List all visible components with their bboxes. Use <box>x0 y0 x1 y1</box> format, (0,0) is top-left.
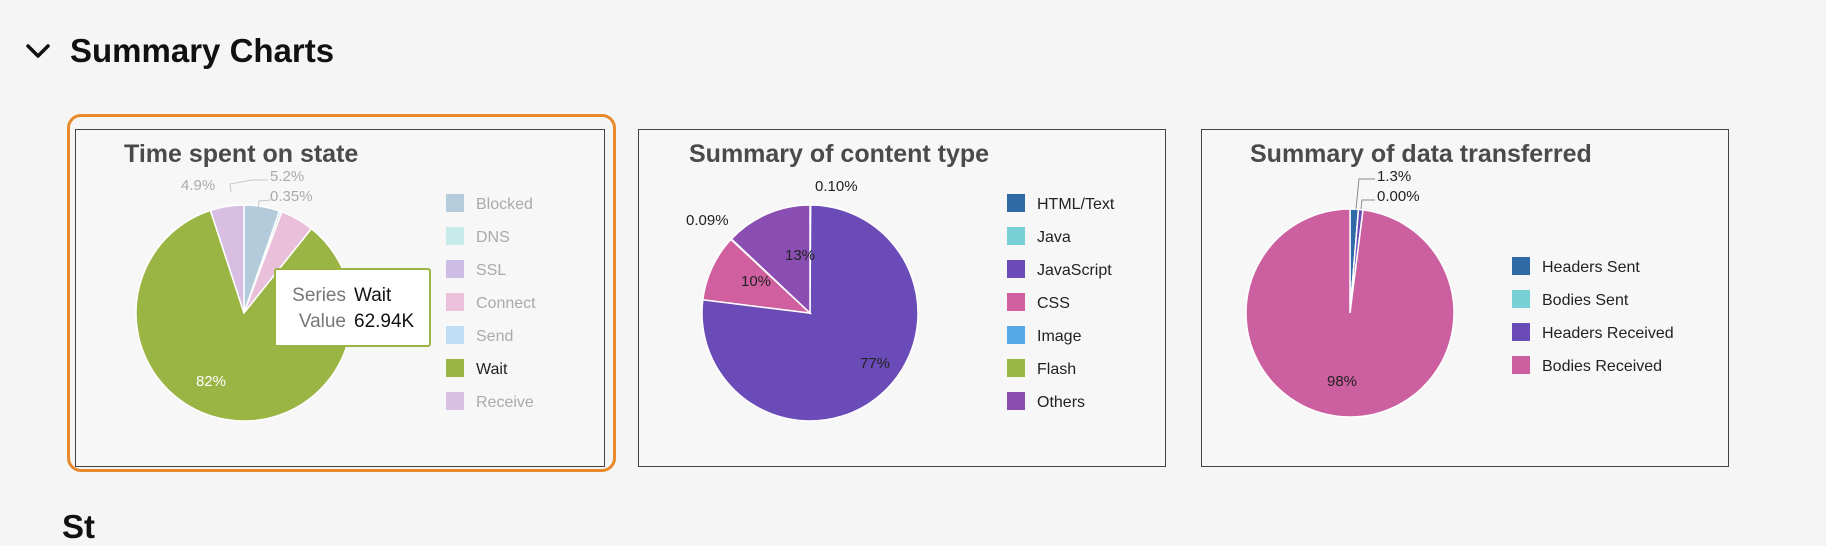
pie-slice-others[interactable] <box>730 204 811 315</box>
next-section-title: St <box>62 508 95 545</box>
chevron-down-icon[interactable] <box>24 37 52 65</box>
data-label-css: 10% <box>741 273 771 290</box>
legend-swatch-send[interactable] <box>446 326 464 344</box>
legend-swatch-receive[interactable] <box>446 392 464 410</box>
label-connector <box>229 179 268 193</box>
tooltip-series-key: Series <box>292 285 346 306</box>
legend-swatch-headers-received[interactable] <box>1512 323 1530 341</box>
data-label-bodies-sent: 0.00% <box>1377 188 1420 205</box>
pie-slice-bodies-received[interactable] <box>1245 208 1455 418</box>
legend-swatch-connect[interactable] <box>446 293 464 311</box>
legend-item-flash[interactable]: Flash <box>1037 361 1076 378</box>
data-label-blocked: 5.2% <box>270 168 304 185</box>
pie-slice-receive[interactable] <box>209 204 245 314</box>
data-label-image: 0.09% <box>686 212 729 229</box>
legend-item-html-text[interactable]: HTML/Text <box>1037 196 1115 213</box>
data-label-javascript: 77% <box>860 355 890 372</box>
chart-title: Summary of data transferred <box>1250 140 1592 168</box>
legend-item-ssl[interactable]: SSL <box>476 262 506 279</box>
legend-swatch-ssl[interactable] <box>446 260 464 278</box>
legend-swatch-html-text[interactable] <box>1007 194 1025 212</box>
chart-tooltip: Series Wait Value 62.94K <box>274 268 431 347</box>
legend-item-bodies-sent[interactable]: Bodies Sent <box>1542 292 1629 309</box>
time-spent-chart[interactable]: Time spent on state 5.2% 0.35% 4.9% 82% Block… <box>75 129 605 467</box>
section-title: Summary Charts <box>70 32 335 69</box>
legend-swatch-java[interactable] <box>1007 227 1025 245</box>
legend-item-receive[interactable]: Receive <box>476 394 534 411</box>
legend-swatch-javascript[interactable] <box>1007 260 1025 278</box>
tooltip-value-value: 62.94K <box>354 311 415 332</box>
tooltip-series-value: Wait <box>354 285 392 306</box>
label-connector <box>1355 178 1375 210</box>
legend-item-headers-sent[interactable]: Headers Sent <box>1542 259 1640 276</box>
legend-item-send[interactable]: Send <box>476 328 513 345</box>
legend-item-blocked[interactable]: Blocked <box>476 196 533 213</box>
label-connector <box>257 199 272 212</box>
legend-swatch-others[interactable] <box>1007 392 1025 410</box>
legend-item-connect[interactable]: Connect <box>476 295 536 312</box>
legend-item-javascript[interactable]: JavaScript <box>1037 262 1112 279</box>
legend-item-headers-received[interactable]: Headers Received <box>1542 325 1674 342</box>
chart-title: Time spent on state <box>124 140 358 168</box>
legend-item-wait[interactable]: Wait <box>476 361 508 378</box>
data-label-others: 13% <box>785 247 815 264</box>
chart-focus-ring <box>67 114 616 472</box>
data-label-html-text: 0.10% <box>815 178 858 195</box>
legend-item-css[interactable]: CSS <box>1037 295 1070 312</box>
data-label-wait: 82% <box>196 373 226 390</box>
legend-swatch-image[interactable] <box>1007 326 1025 344</box>
label-connector <box>1360 199 1375 210</box>
legend-swatch-bodies-sent[interactable] <box>1512 290 1530 308</box>
legend-item-java[interactable]: Java <box>1037 229 1071 246</box>
section-header[interactable]: Summary Charts <box>24 28 334 74</box>
data-transferred-chart[interactable]: Summary of data transferred 1.3% 0.00% 98% H… <box>1201 129 1729 467</box>
legend-swatch-css[interactable] <box>1007 293 1025 311</box>
tooltip-value-key: Value <box>298 311 346 332</box>
legend-swatch-wait[interactable] <box>446 359 464 377</box>
legend-swatch-bodies-received[interactable] <box>1512 356 1530 374</box>
chart-svg-1: Summary of content type 0.10% 0.09% 13% 10% 7… <box>686 140 1115 422</box>
legend-swatch-dns[interactable] <box>446 227 464 245</box>
data-label-receive: 4.9% <box>181 177 215 194</box>
chart-title: Summary of content type <box>689 140 989 168</box>
data-label-bodies-received: 98% <box>1327 373 1357 390</box>
legend-item-image[interactable]: Image <box>1037 328 1082 345</box>
legend-item-bodies-received[interactable]: Bodies Received <box>1542 358 1662 375</box>
legend-item-dns[interactable]: DNS <box>476 229 510 246</box>
content-type-chart[interactable]: Summary of content type 0.10% 0.09% 13% 10% 7… <box>638 129 1166 467</box>
legend-swatch-flash[interactable] <box>1007 359 1025 377</box>
legend-item-others[interactable]: Others <box>1037 394 1085 411</box>
data-label-headers-sent: 1.3% <box>1377 168 1411 185</box>
data-label-dns: 0.35% <box>270 188 313 205</box>
legend-swatch-blocked[interactable] <box>446 194 464 212</box>
legend-swatch-headers-sent[interactable] <box>1512 257 1530 275</box>
